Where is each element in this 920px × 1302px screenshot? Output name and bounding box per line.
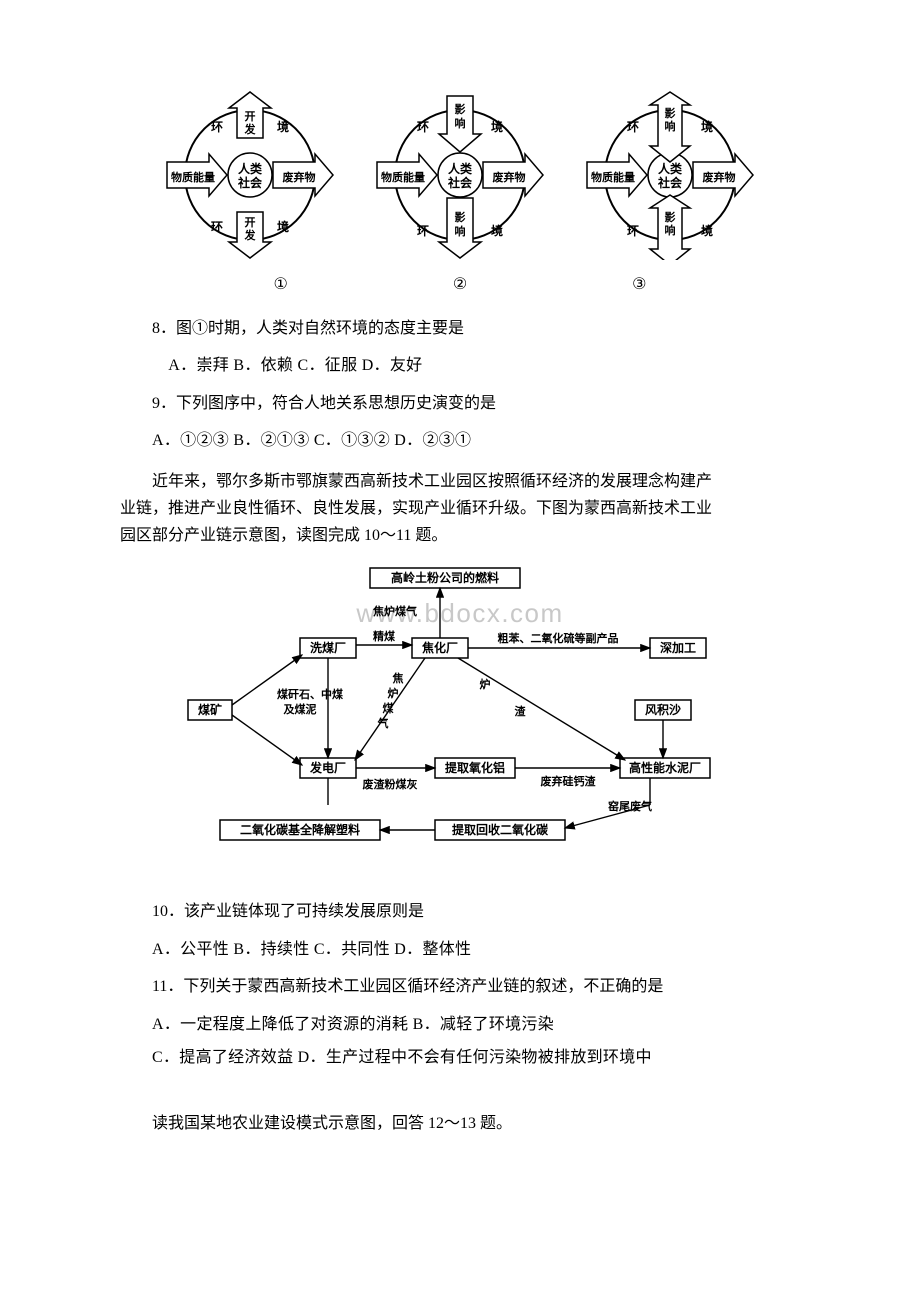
q10-text: 10．该产业链体现了可持续发展原则是 (120, 899, 800, 925)
diagram-labels: ① ② ③ (120, 272, 800, 298)
passage-l1: 近年来，鄂尔多斯市鄂旗蒙西高新技术工业园区按照循环经济的发展理念构建产 (152, 473, 712, 490)
node-wind: 风积沙 (645, 702, 681, 717)
d1-ring-br: 境 (277, 219, 289, 234)
svg-text:及煤泥: 及煤泥 (284, 702, 317, 716)
q9-text: 9．下列图序中，符合人地关系思想历史演变的是 (120, 391, 800, 417)
d1-ring-r: 境 (277, 119, 289, 134)
passage-10-11: 近年来，鄂尔多斯市鄂旗蒙西高新技术工业园区按照循环经济的发展理念构建产 业链，推… (120, 470, 800, 548)
svg-text:影: 影 (665, 210, 676, 224)
svg-text:社会: 社会 (657, 175, 683, 190)
node-deep: 深加工 (660, 640, 696, 655)
svg-text:物质能量: 物质能量 (381, 170, 425, 184)
node-coke: 焦化厂 (421, 640, 458, 655)
label-3: ③ (632, 272, 646, 298)
label-1: ① (273, 272, 287, 298)
node-al2o3: 提取氧化铝 (445, 760, 505, 775)
svg-text:粗苯、二氧化硫等副产品: 粗苯、二氧化硫等副产品 (498, 631, 619, 645)
svg-text:响: 响 (455, 116, 466, 130)
svg-text:煤: 煤 (383, 701, 395, 715)
svg-text:响: 响 (455, 224, 466, 238)
q8-opts: A．崇拜 B．依赖 C．征服 D．友好 (120, 353, 800, 379)
q11-optA: A．一定程度上降低了对资源的消耗 B．减轻了环境污染 (120, 1012, 800, 1038)
svg-text:物质能量: 物质能量 (591, 170, 635, 184)
svg-text:响: 响 (665, 119, 676, 133)
svg-text:废弃物: 废弃物 (703, 170, 736, 184)
label-2: ② (453, 272, 467, 298)
d1-top1: 开 (245, 110, 256, 123)
diagram-3: 人类 社会 环 境 环 境 影 响 影 响 物质能量 废弃物 (585, 90, 755, 260)
svg-text:废渣粉煤灰: 废渣粉煤灰 (363, 777, 418, 791)
svg-text:煤矸石、中煤: 煤矸石、中煤 (277, 687, 344, 701)
q12-intro: 读我国某地农业建设模式示意图，回答 12～13 题。 (120, 1111, 800, 1137)
d2-ring-bl: 环 (417, 224, 429, 238)
passage-l3: 园区部分产业链示意图，读图完成 10～11 题。 (120, 527, 447, 544)
d1-bot2: 发 (244, 228, 257, 242)
d1-center1: 人类 (238, 161, 263, 176)
svg-text:焦: 焦 (392, 671, 404, 685)
d2-center1: 人类 (448, 161, 473, 176)
node-cement: 高性能水泥厂 (629, 760, 701, 775)
three-diagrams: 人类 社会 环 境 环 境 开 发 开 发 物质能量 废弃物 (120, 90, 800, 260)
q8-text: 8．图①时期，人类对自然环境的态度主要是 (120, 316, 800, 342)
d1-top2: 发 (244, 122, 257, 136)
d2-ring-br: 境 (491, 223, 503, 238)
node-coal: 煤矿 (198, 702, 222, 717)
q11-text: 11．下列关于蒙西高新技术工业园区循环经济产业链的叙述，不正确的是 (120, 974, 800, 1000)
d2-ring-l: 环 (417, 120, 429, 134)
q9-opts: A．①②③ B．②①③ C．①③② D．②③① (120, 428, 800, 454)
flowchart: www.bdocx.com 高岭土粉公司的燃料 洗煤厂 焦化厂 深加工 煤矿 发… (120, 560, 800, 869)
svg-text:环: 环 (627, 120, 639, 134)
d1-ring-bl: 环 (211, 220, 223, 234)
diagram-1: 人类 社会 环 境 环 境 开 发 开 发 物质能量 废弃物 (165, 90, 335, 260)
d1-ring-l: 环 (211, 120, 223, 134)
svg-text:废弃硅钙渣: 废弃硅钙渣 (541, 774, 597, 788)
svg-text:响: 响 (665, 223, 676, 237)
d1-bot1: 开 (245, 216, 256, 229)
svg-text:炉: 炉 (388, 686, 399, 700)
svg-text:影: 影 (665, 106, 676, 120)
svg-text:影: 影 (455, 102, 466, 116)
svg-text:境: 境 (701, 223, 713, 238)
svg-text:气: 气 (377, 716, 389, 730)
node-power: 发电厂 (309, 760, 346, 775)
d2-center2: 社会 (447, 175, 473, 190)
svg-text:窑尾废气: 窑尾废气 (608, 799, 652, 813)
node-co2: 提取回收二氧化碳 (452, 822, 549, 837)
node-wash: 洗煤厂 (310, 640, 346, 655)
d1-left: 物质能量 (171, 170, 215, 184)
node-plastic: 二氧化碳基全降解塑料 (240, 822, 360, 837)
q11-optC: C．提高了经济效益 D．生产过程中不会有任何污染物被排放到环境中 (120, 1045, 800, 1071)
svg-text:环: 环 (627, 224, 639, 238)
svg-text:废弃物: 废弃物 (493, 170, 526, 184)
d1-right: 废弃物 (283, 170, 316, 184)
diagram-2: 人类 社会 环 境 环 境 影 响 影 响 物质能量 废弃物 (375, 90, 545, 260)
d1-center2: 社会 (237, 175, 263, 190)
svg-text:境: 境 (701, 119, 713, 134)
svg-text:焦炉煤气: 焦炉煤气 (372, 604, 417, 618)
svg-text:炉: 炉 (480, 677, 491, 691)
svg-text:渣: 渣 (515, 704, 527, 718)
node-kaolin: 高岭土粉公司的燃料 (391, 570, 499, 585)
svg-text:人类: 人类 (658, 161, 683, 176)
svg-text:精煤: 精煤 (373, 629, 396, 643)
q10-opts: A．公平性 B．持续性 C．共同性 D．整体性 (120, 937, 800, 963)
d2-ring-r: 境 (491, 119, 503, 134)
passage-l2: 业链，推进产业良性循环、良性发展，实现产业循环升级。下图为蒙西高新技术工业 (120, 500, 712, 517)
svg-text:影: 影 (455, 210, 466, 224)
